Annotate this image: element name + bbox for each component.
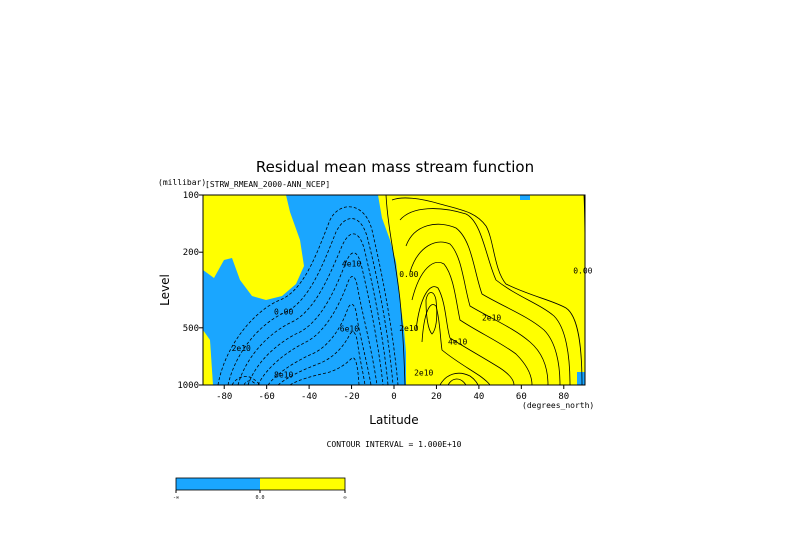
negative-fill-region xyxy=(203,195,406,385)
x-axis: -80 -60 -40 -20 0 20 40 60 80 xyxy=(216,385,569,402)
chart-subtitle: [STRW_RMEAN_2000-ANN_NCEP] xyxy=(205,180,330,189)
plot-area xyxy=(203,195,585,385)
x-tick-label: 80 xyxy=(558,392,569,402)
y-unit-label: (millibar) xyxy=(158,178,206,187)
colorbar-label-zero: 0.0 xyxy=(255,495,264,501)
chart-title: Residual mean mass stream function xyxy=(256,158,534,176)
colorbar-positive xyxy=(260,478,345,490)
colorbar: -∞ 0.0 ∞ xyxy=(173,477,347,501)
y-tick-label: 1000 xyxy=(177,381,199,391)
contour-label: 0.00 xyxy=(399,270,418,279)
x-tick-label: 60 xyxy=(516,392,527,402)
colorbar-label-min: -∞ xyxy=(173,495,179,501)
x-tick-label: 0 xyxy=(391,392,396,402)
contour-label: 4e10 xyxy=(448,337,467,346)
x-tick-label: 40 xyxy=(473,392,484,402)
x-tick-label: 20 xyxy=(431,392,442,402)
positive-contours xyxy=(385,195,585,385)
x-unit-label: (degrees_north) xyxy=(522,401,594,410)
contour-label: 2e10 xyxy=(482,313,501,322)
contour-labels: 0.00 4e10 6e10 2e10 8e10 0.00 2e10 2e10 4e10 2e10… xyxy=(232,260,593,380)
y-axis-label: Level xyxy=(158,274,172,306)
contour-label: 8e10 xyxy=(274,370,293,379)
contour-label: 2e10 xyxy=(232,344,251,353)
negative-fill-region-edge xyxy=(577,372,585,385)
y-axis: 100 200 500 1000 xyxy=(177,191,203,391)
positive-fill-wedge xyxy=(203,330,213,385)
contour-label: 0.00 xyxy=(573,267,592,276)
colorbar-negative xyxy=(176,478,260,490)
contour-label: 6e10 xyxy=(340,325,359,334)
negative-fill-region-corner xyxy=(520,195,530,200)
contour-interval-label: CONTOUR INTERVAL = 1.000E+10 xyxy=(327,440,462,449)
y-tick-label: 200 xyxy=(183,248,199,258)
negative-contours xyxy=(217,206,399,385)
y-tick-label: 500 xyxy=(183,324,199,334)
y-tick-label: 100 xyxy=(183,191,199,201)
colorbar-label-max: ∞ xyxy=(343,495,346,501)
contour-label: 2e10 xyxy=(399,324,418,333)
x-tick-label: -80 xyxy=(216,392,232,402)
x-tick-label: -40 xyxy=(301,392,317,402)
x-tick-label: -20 xyxy=(343,392,359,402)
contour-label: 4e10 xyxy=(342,260,361,269)
contour-label: 0.00 xyxy=(274,307,293,316)
x-axis-label: Latitude xyxy=(369,413,418,427)
x-tick-label: -60 xyxy=(259,392,275,402)
contour-label: 2e10 xyxy=(414,369,433,378)
